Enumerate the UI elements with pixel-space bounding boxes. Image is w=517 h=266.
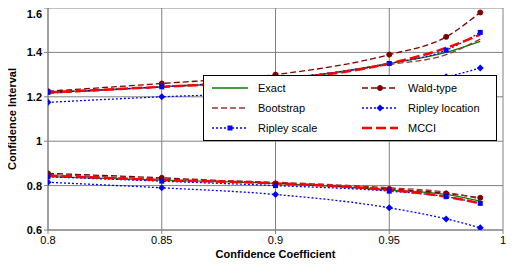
- svg-text:0.8: 0.8: [27, 180, 42, 192]
- svg-text:0.9: 0.9: [268, 234, 283, 246]
- svg-text:1: 1: [500, 234, 506, 246]
- html-text:Bootstrap: Bootstrap: [258, 102, 306, 114]
- svg-text:1.2: 1.2: [27, 91, 42, 103]
- html-text:Ripley location: Ripley location: [408, 102, 480, 114]
- svg-text:0.85: 0.85: [151, 234, 172, 246]
- html-text:Ripley scale: Ripley scale: [258, 122, 318, 134]
- svg-text:1: 1: [36, 135, 42, 147]
- svg-text:0.6: 0.6: [27, 224, 42, 236]
- svg-text:0.8: 0.8: [40, 234, 55, 246]
- html-text:MCCI: MCCI: [408, 122, 437, 134]
- html-text:Exact: Exact: [258, 82, 286, 94]
- svg-text:Confidence Interval: Confidence Interval: [8, 68, 18, 170]
- svg-text:Confidence Coefficient: Confidence Coefficient: [216, 248, 336, 258]
- svg-text:1.4: 1.4: [27, 46, 43, 58]
- svg-text:1.6: 1.6: [27, 8, 42, 20]
- html-text:Wald-type: Wald-type: [408, 82, 458, 94]
- svg-text:0.95: 0.95: [379, 234, 400, 246]
